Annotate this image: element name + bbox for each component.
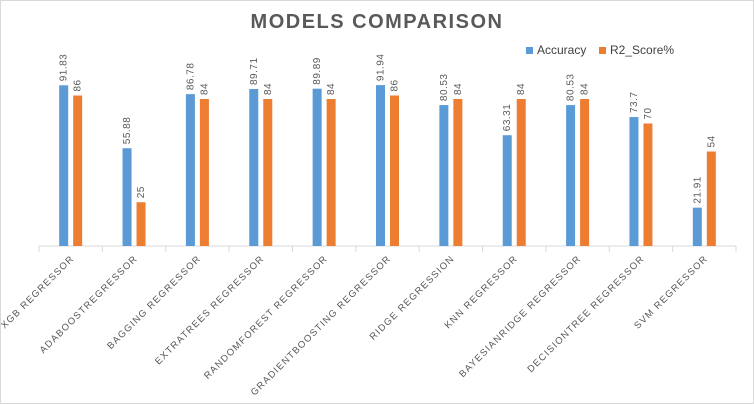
legend-label-accuracy: Accuracy [537, 43, 587, 57]
bar-accuracy [692, 207, 702, 246]
data-label: 86 [390, 79, 401, 91]
legend-swatch-accuracy [526, 46, 533, 54]
bar-r2-score [326, 99, 336, 246]
bar-r2-score [73, 95, 83, 246]
bar-r2-score [199, 99, 209, 246]
data-label: 25 [136, 186, 147, 198]
bar-accuracy [629, 117, 639, 247]
bar-accuracy [185, 94, 195, 246]
legend-accuracy: Accuracy [526, 43, 586, 57]
data-label: 70 [643, 107, 654, 119]
bar-accuracy [376, 85, 385, 246]
x-tick-label: BAYESIANRIDGE REGRESSOR [457, 253, 583, 379]
x-tick-label: GRADIENTBOOSTING REGRESSOR [249, 253, 394, 398]
x-tick-label: DECISIONTREE REGRESSOR [525, 253, 647, 375]
bar-accuracy [502, 135, 512, 246]
data-label: 80.53 [566, 74, 577, 102]
bar-r2-score [706, 151, 716, 246]
bar-r2-score [643, 123, 653, 246]
x-tick-label: EXTRATREES REGRESSOR [153, 253, 267, 367]
data-label: 86.78 [185, 63, 196, 91]
data-label: 84 [516, 83, 527, 95]
data-label: 89.89 [312, 57, 323, 85]
legend-r2-score: R2_Score% [599, 43, 674, 57]
bar-r2-score [263, 99, 273, 246]
data-label: 91.83 [59, 54, 70, 82]
data-label: 89.71 [249, 57, 260, 85]
bar-accuracy [122, 148, 132, 246]
data-label: 80.53 [439, 74, 450, 102]
bar-accuracy [566, 105, 576, 246]
bar-r2-score [516, 99, 526, 246]
legend-label-r2-score: R2_Score% [610, 43, 675, 57]
data-label: 86 [73, 79, 84, 91]
data-label: 63.31 [502, 104, 513, 132]
bar-r2-score [580, 99, 590, 246]
data-label: 91.94 [376, 54, 387, 82]
bar-accuracy [59, 85, 69, 246]
data-label: 54 [706, 135, 717, 147]
data-label: 84 [199, 83, 210, 95]
bar-r2-score [136, 202, 146, 246]
data-label: 84 [453, 83, 464, 95]
legend-swatch-r2-score [599, 46, 606, 54]
data-label: 73.7 [629, 92, 640, 113]
bar-r2-score [453, 99, 463, 246]
bar-accuracy [439, 105, 449, 246]
data-label: 84 [580, 83, 591, 95]
bar-accuracy [312, 88, 322, 246]
data-label: 21.91 [692, 176, 703, 204]
bar-accuracy [249, 89, 259, 246]
data-label: 84 [263, 83, 274, 95]
x-tick-label: SVM REGRESSOR [632, 253, 710, 331]
x-tick-label: RANDOMFOREST REGRESSOR [202, 253, 330, 381]
data-label: 84 [326, 83, 337, 95]
data-label: 55.88 [122, 117, 133, 145]
bar-r2-score [390, 95, 399, 246]
chart-title: MODELS COMPARISON [250, 11, 504, 33]
